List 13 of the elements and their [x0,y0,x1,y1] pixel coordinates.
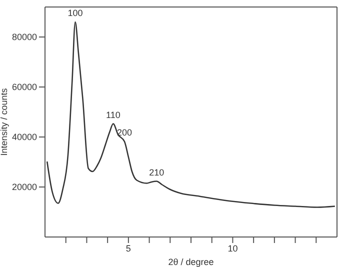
y-tick-label: 40000 [12,132,37,142]
annotation: 100 [68,8,83,18]
y-axis-title: Intensity / counts [0,88,10,156]
annotation: 110 [106,110,120,120]
annotation: 200 [116,128,132,138]
x-tick-label: 5 [126,243,131,254]
y-tick-label: 20000 [12,182,37,192]
x-tick-label: 10 [228,243,238,254]
y-tick-label: 80000 [12,32,37,42]
annotation: 210 [149,167,164,178]
y-tick-label: 60000 [12,82,37,92]
x-axis-title: 2θ / degree [168,257,214,267]
line-series [46,21,336,208]
